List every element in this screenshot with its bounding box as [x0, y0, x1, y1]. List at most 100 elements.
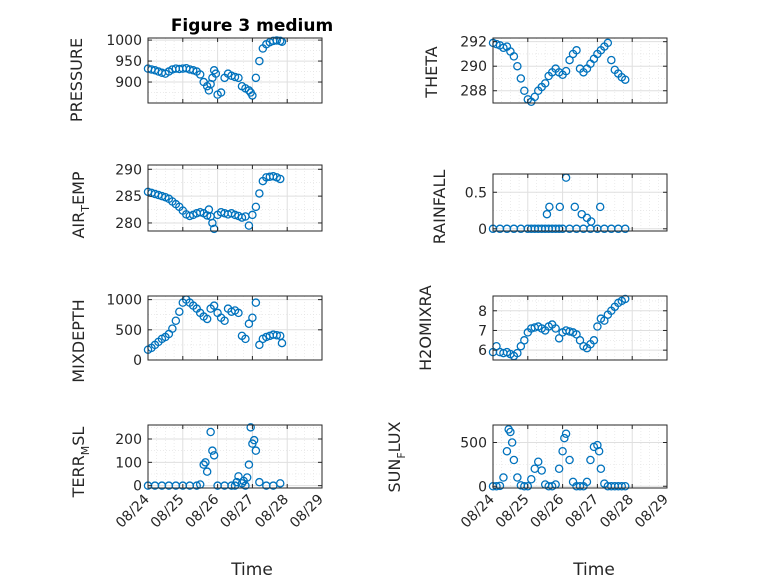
axes-box [147, 164, 323, 232]
y-tick-label: 100 [115, 455, 142, 471]
data-point [216, 88, 226, 97]
y-tick-label: 500 [460, 436, 487, 452]
y-label-part-2: LUX [385, 421, 404, 452]
data-point [185, 211, 195, 221]
data-point [595, 202, 605, 212]
data-point [582, 477, 592, 487]
data-markers [143, 172, 285, 234]
panel-pressure: 900 950 1000 PRESSURE [67, 33, 323, 122]
data-point [220, 316, 229, 326]
data-point [234, 472, 243, 481]
y-tick-label: 900 [115, 75, 142, 91]
data-point [246, 423, 255, 432]
data-point [255, 56, 264, 66]
data-point [241, 481, 250, 490]
axes-box [147, 37, 323, 104]
y-label-subscript: T [79, 205, 92, 213]
y-tick-label: 0 [133, 353, 142, 369]
data-point [251, 298, 261, 307]
data-point [244, 460, 254, 469]
data-point [202, 467, 212, 476]
data-point [211, 69, 221, 78]
y-label-part-1: AIR [69, 212, 88, 239]
panel-h2omixra: 6 7 8 H2OMIXRA [416, 285, 668, 371]
data-point [195, 70, 205, 79]
y-tick-label: 290 [115, 162, 142, 178]
data-point [594, 446, 604, 456]
data-point [545, 202, 554, 212]
data-point [507, 438, 517, 447]
y-ticks: 6 7 8 [478, 304, 667, 359]
data-point [499, 473, 508, 482]
data-point [209, 451, 219, 460]
data-point [175, 307, 184, 316]
y-ticks: 0 100 200 [115, 432, 322, 495]
data-point [620, 481, 630, 491]
y-tick-label: 0 [478, 222, 487, 238]
data-point [589, 336, 599, 345]
data-point [234, 73, 243, 83]
data-point [502, 446, 512, 456]
data-point [513, 473, 522, 482]
y-tick-label: 280 [115, 216, 142, 232]
axes-box [492, 173, 668, 232]
y-tick-label: 200 [115, 432, 142, 448]
data-point [509, 52, 519, 61]
data-point [168, 324, 177, 333]
y-axis-label: SUNFLUX [385, 421, 408, 492]
data-point [241, 334, 250, 344]
data-point [617, 481, 627, 491]
y-tick-label: 285 [115, 189, 142, 205]
data-point [242, 473, 252, 482]
data-point [513, 348, 522, 358]
y-tick-label: 288 [460, 84, 487, 100]
y-axis-label: AIRTEMP [69, 171, 92, 238]
y-axis-label: RAINFALL [430, 170, 449, 245]
data-point [586, 455, 595, 465]
data-point [202, 211, 212, 220]
y-tick-label: 290 [460, 59, 487, 75]
x-axis-label: Time [230, 560, 273, 580]
data-point [248, 313, 257, 322]
data-point [527, 474, 536, 484]
data-point [561, 429, 571, 438]
y-ticks: 288 290 292 [460, 35, 667, 100]
data-point [533, 457, 543, 466]
axes-box [492, 295, 668, 361]
data-point [530, 92, 540, 102]
data-markers [488, 173, 630, 234]
data-point [575, 481, 585, 491]
data-point [272, 36, 282, 45]
data-point [230, 72, 240, 82]
data-point [565, 55, 574, 65]
y-ticks: 0 500 1000 [106, 293, 322, 369]
data-point [560, 433, 569, 443]
data-point [620, 294, 630, 304]
data-point [251, 202, 261, 212]
data-point [249, 435, 259, 445]
data-point [537, 466, 546, 475]
data-point [551, 324, 560, 333]
y-tick-label: 950 [115, 54, 142, 70]
y-tick-label: 292 [460, 35, 487, 51]
axes-box [492, 37, 668, 104]
data-markers [143, 295, 287, 354]
data-point [561, 66, 571, 76]
data-point [506, 427, 515, 437]
data-point [248, 210, 257, 220]
y-tick-label: 1000 [106, 33, 142, 49]
panel-mixdepth: 0 500 1000 MIXDEPTH [69, 293, 323, 383]
y-label-part-1: SUN [385, 459, 404, 493]
data-point [209, 301, 219, 310]
data-point [269, 172, 278, 181]
x-axis-label: Time [572, 560, 615, 580]
y-tick-label: 6 [478, 343, 487, 359]
data-point [620, 224, 630, 234]
data-point [202, 314, 212, 324]
data-point [230, 210, 240, 220]
data-markers [488, 294, 630, 361]
data-point [201, 458, 210, 467]
data-point [586, 217, 596, 226]
data-point [272, 330, 282, 340]
